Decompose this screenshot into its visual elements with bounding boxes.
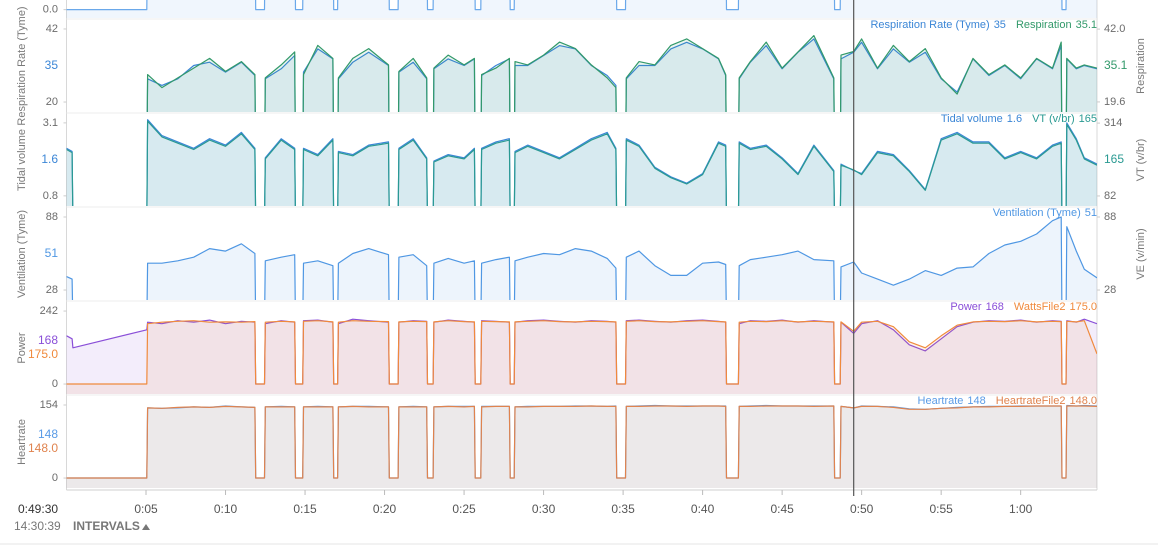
cursor-value: 1.6 xyxy=(41,152,58,166)
x-tick-label: 0:40 xyxy=(691,502,715,516)
legend-value: 168 xyxy=(986,301,1004,313)
legend-name: Respiration xyxy=(1016,19,1072,31)
y-axis-label: Respiration Rate (Tyme) xyxy=(16,6,28,125)
series-line xyxy=(146,35,1097,112)
y-tick-label: 0 xyxy=(52,472,58,484)
y2-tick-label: 28 xyxy=(1104,284,1116,296)
x-tick-label: 0:30 xyxy=(532,502,556,516)
y-tick-label: 242 xyxy=(40,305,58,317)
legend-name: WattsFile2 xyxy=(1014,301,1066,313)
series-area xyxy=(66,35,1097,112)
series-area xyxy=(66,38,1097,112)
legend-value: 35.1 xyxy=(1076,19,1097,31)
x-tick-label: 0:45 xyxy=(770,502,794,516)
x-tick-label: 0:50 xyxy=(850,502,874,516)
intervals-label[interactable]: INTERVALS xyxy=(73,519,140,533)
series-line xyxy=(66,320,1097,385)
y2-tick-label: 82 xyxy=(1104,190,1116,202)
legend: Respiration Rate (Tyme) 35 Respiration 35.1 xyxy=(870,19,1097,31)
x-tick-label: 0:15 xyxy=(293,502,317,516)
legend-value: 1.6 xyxy=(1007,113,1022,125)
y-tick-label: 0.8 xyxy=(43,190,58,202)
series-area xyxy=(66,0,1097,18)
y2-axis-label: VT (v/br) xyxy=(1135,139,1147,182)
x-tick-label: 0:05 xyxy=(134,502,158,516)
cursor-value: 51 xyxy=(45,246,59,260)
y2-axis-label: VE (v/min) xyxy=(1135,228,1147,279)
y2-tick-label: 19.6 xyxy=(1104,96,1125,108)
x-tick-label: 0:20 xyxy=(373,502,397,516)
series-area xyxy=(66,320,1097,394)
series-line xyxy=(66,405,1097,479)
series-area xyxy=(66,217,1097,300)
legend-name: Tidal volume xyxy=(941,113,1003,125)
legend: Ventilation (Tyme) 51 xyxy=(993,207,1097,219)
legend-value: 148.0 xyxy=(1069,395,1097,407)
y-axis-label: Heartrate xyxy=(16,419,28,465)
panel: 0.0 xyxy=(43,0,1097,18)
cursor-value: 35 xyxy=(45,58,59,72)
legend: Power 168 WattsFile2 175.0 xyxy=(950,301,1097,313)
y-axis-label: Ventilation (Tyme) xyxy=(16,210,28,298)
legend-name: HeartrateFile2 xyxy=(996,395,1066,407)
x-tick-label: 0:35 xyxy=(611,502,635,516)
legend-name: Ventilation (Tyme) xyxy=(993,207,1081,219)
x-tick-label: 0:25 xyxy=(452,502,476,516)
cursor-value: 168 xyxy=(38,333,58,347)
y2-tick-label: 314 xyxy=(1104,117,1122,129)
legend-value: 35 xyxy=(994,19,1006,31)
y-tick-label: 20 xyxy=(46,96,58,108)
legend-value: 51 xyxy=(1085,207,1097,219)
series-area xyxy=(66,405,1097,488)
legend-value: 148 xyxy=(967,395,985,407)
x-tick-label: 0:10 xyxy=(214,502,238,516)
intervals-arrow[interactable] xyxy=(142,524,150,530)
y2-axis-label: Respiration xyxy=(1135,38,1147,94)
legend-name: Power xyxy=(950,301,982,313)
cursor-value: 35.1 xyxy=(1104,58,1128,72)
series-line xyxy=(66,119,1097,206)
clock-time: 14:30:39 xyxy=(14,519,61,533)
series-area xyxy=(66,121,1097,206)
y-tick-label: 154 xyxy=(40,399,58,411)
series-area xyxy=(66,406,1097,488)
y-tick-label: 88 xyxy=(46,211,58,223)
legend-name: Heartrate xyxy=(918,395,964,407)
y-tick-label: 3.1 xyxy=(43,117,58,129)
y2-tick-label: 88 xyxy=(1104,211,1116,223)
legend: Heartrate 148 HeartrateFile2 148.0 xyxy=(918,395,1097,407)
y-axis-label: Tidal volume xyxy=(16,129,28,191)
intervals-toggle[interactable]: INTERVALS xyxy=(73,519,150,533)
legend-value: 175.0 xyxy=(1069,301,1097,313)
y-tick-label: 0.0 xyxy=(43,4,58,16)
cursor-value: 175.0 xyxy=(28,347,58,361)
legend-name: VT (v/br) xyxy=(1032,113,1075,125)
cursor-value: 165 xyxy=(1104,152,1124,166)
cursor-time: 0:49:30 xyxy=(18,502,58,516)
series-area xyxy=(66,319,1097,394)
legend-value: 165 xyxy=(1079,113,1097,125)
y2-tick-label: 42.0 xyxy=(1104,23,1125,35)
y-tick-label: 42 xyxy=(46,23,58,35)
cursor-value: 148 xyxy=(38,427,58,441)
y-tick-label: 0 xyxy=(52,378,58,390)
x-tick-label: 0:55 xyxy=(929,502,953,516)
series-line xyxy=(66,120,1097,206)
x-tick-label: 1:00 xyxy=(1009,502,1033,516)
legend-name: Respiration Rate (Tyme) xyxy=(870,19,989,31)
y-tick-label: 28 xyxy=(46,284,58,296)
series-area xyxy=(66,119,1097,206)
cursor-value: 148.0 xyxy=(28,441,58,455)
y-axis-label: Power xyxy=(16,332,28,364)
series-line xyxy=(66,216,1097,300)
legend: Tidal volume 1.6 VT (v/br) 165 xyxy=(941,113,1097,125)
